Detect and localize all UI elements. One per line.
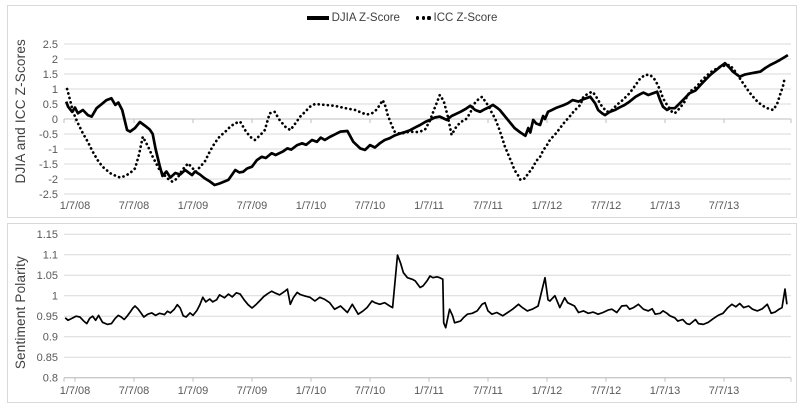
sentiment-chart-panel: Sentiment Polarity 1.15 1.1 1.05 1 0.95 0.9 0.…	[7, 223, 797, 403]
svg-text:1/7/08: 1/7/08	[60, 385, 91, 397]
legend-item-icc: ICC Z-Score	[415, 12, 498, 24]
svg-text:0.95: 0.95	[37, 311, 58, 323]
svg-text:1/7/12: 1/7/12	[532, 385, 563, 397]
svg-text:-1: -1	[48, 144, 58, 156]
icc-dotted-line-swatch	[415, 16, 431, 20]
svg-text:1/7/11: 1/7/11	[414, 200, 444, 212]
svg-text:1/7/13: 1/7/13	[650, 385, 681, 397]
legend: DJIA Z-Score ICC Z-Score	[8, 12, 796, 24]
svg-text:-2: -2	[48, 174, 58, 186]
svg-text:-1.5: -1.5	[39, 159, 58, 171]
svg-text:7/7/09: 7/7/09	[237, 385, 268, 397]
svg-text:2: 2	[52, 54, 58, 66]
svg-text:0.85: 0.85	[37, 352, 58, 364]
svg-text:-0.5: -0.5	[39, 129, 58, 141]
svg-text:7/7/08: 7/7/08	[119, 200, 150, 212]
svg-text:1.1: 1.1	[43, 250, 58, 262]
svg-text:1/7/11: 1/7/11	[414, 385, 444, 397]
svg-text:1/7/08: 1/7/08	[60, 200, 91, 212]
svg-text:1/7/10: 1/7/10	[296, 385, 327, 397]
legend-item-djia: DJIA Z-Score	[306, 12, 400, 24]
svg-text:0.8: 0.8	[43, 373, 58, 385]
svg-text:1/7/09: 1/7/09	[178, 200, 209, 212]
svg-text:7/7/10: 7/7/10	[355, 200, 386, 212]
svg-text:7/7/08: 7/7/08	[119, 385, 150, 397]
svg-text:7/7/12: 7/7/12	[591, 200, 622, 212]
svg-text:7/7/12: 7/7/12	[591, 385, 622, 397]
svg-text:1: 1	[52, 84, 58, 96]
djia-icc-zscore-chart: 2.5 2 1.5 1 0.5 0 -0.5 -1 -1.5 -2 -2.51/7/08 7/7/08…	[39, 39, 792, 212]
svg-text:1.15: 1.15	[37, 229, 58, 241]
svg-text:1/7/10: 1/7/10	[296, 200, 327, 212]
legend-label-icc: ICC Z-Score	[433, 12, 498, 24]
svg-text:0.5: 0.5	[43, 99, 58, 111]
djia-solid-line-swatch	[306, 16, 329, 20]
legend-label-djia: DJIA Z-Score	[331, 12, 400, 24]
svg-text:7/7/09: 7/7/09	[237, 200, 268, 212]
svg-text:7/7/13: 7/7/13	[709, 385, 740, 397]
zscore-chart-panel: DJIA Z-Score ICC Z-Score DJIA and ICC Z-…	[7, 5, 797, 218]
svg-text:-2.5: -2.5	[39, 189, 58, 201]
svg-text:1/7/13: 1/7/13	[650, 200, 681, 212]
svg-text:1/7/12: 1/7/12	[532, 200, 563, 212]
svg-text:0: 0	[52, 114, 58, 126]
svg-text:0.9: 0.9	[43, 332, 58, 344]
svg-text:7/7/13: 7/7/13	[709, 200, 740, 212]
svg-text:1.05: 1.05	[37, 270, 58, 282]
svg-text:7/7/11: 7/7/11	[473, 200, 503, 212]
svg-text:2.5: 2.5	[43, 39, 58, 51]
sentiment-polarity-chart: 1.15 1.1 1.05 1 0.95 0.9 0.85 0.81/7/08 7/7/08 1/…	[37, 229, 792, 397]
svg-text:1: 1	[52, 291, 58, 303]
svg-text:7/7/11: 7/7/11	[473, 385, 503, 397]
svg-text:1/7/09: 1/7/09	[178, 385, 209, 397]
svg-text:7/7/10: 7/7/10	[355, 385, 386, 397]
svg-text:1.5: 1.5	[43, 69, 58, 81]
